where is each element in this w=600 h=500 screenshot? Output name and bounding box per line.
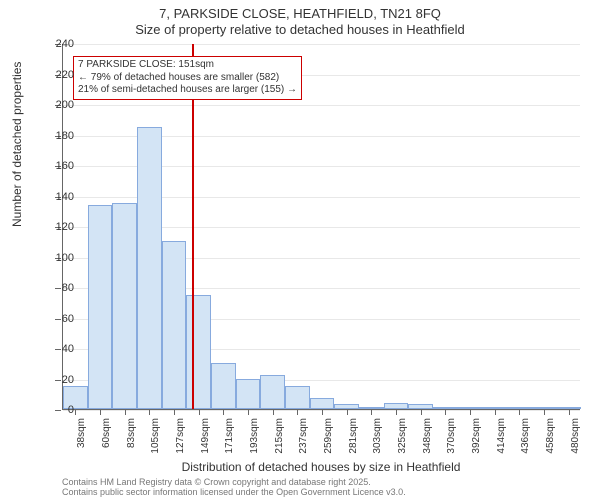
x-tick-label: 348sqm [422,418,433,458]
x-tick-label: 105sqm [150,418,161,458]
x-tick [297,409,298,415]
y-tick [55,410,61,411]
y-tick-label: 240 [56,38,74,50]
x-tick [223,409,224,415]
x-tick-label: 303sqm [372,418,383,458]
plot-area: 7 PARKSIDE CLOSE: 151sqm← 79% of detache… [62,44,580,410]
x-tick [470,409,471,415]
x-tick [125,409,126,415]
x-tick-label: 193sqm [249,418,260,458]
x-tick [445,409,446,415]
x-tick [569,409,570,415]
y-tick [55,380,61,381]
x-tick [174,409,175,415]
grid-line [63,105,580,106]
x-axis-label: Distribution of detached houses by size … [62,460,580,474]
histogram-bar [186,295,211,409]
x-tick-label: 259sqm [323,418,334,458]
histogram-bar [112,203,137,409]
x-tick [75,409,76,415]
footer-line2: Contains public sector information licen… [62,488,406,498]
x-tick-label: 414sqm [496,418,507,458]
y-tick-label: 100 [56,252,74,264]
chart-title-line2: Size of property relative to detached ho… [0,22,600,37]
x-tick-label: 281sqm [348,418,359,458]
x-tick-label: 237sqm [298,418,309,458]
histogram-bar [88,205,113,409]
y-tick [55,288,61,289]
histogram-bar [211,363,236,409]
y-tick-label: 140 [56,191,74,203]
x-tick-label: 480sqm [570,418,581,458]
y-tick [55,319,61,320]
x-tick-label: 171sqm [224,418,235,458]
y-axis-label: Number of detached properties [10,62,24,227]
y-tick [55,349,61,350]
x-tick [495,409,496,415]
annotation-box: 7 PARKSIDE CLOSE: 151sqm← 79% of detache… [73,56,302,100]
histogram-bar [63,386,88,409]
histogram-bar [236,379,261,410]
x-tick [544,409,545,415]
y-tick-label: 60 [62,313,74,325]
y-tick-label: 180 [56,130,74,142]
histogram-bar [310,398,335,409]
x-tick-label: 458sqm [545,418,556,458]
grid-line [63,44,580,45]
x-tick-label: 127sqm [175,418,186,458]
x-tick-label: 436sqm [520,418,531,458]
x-tick [396,409,397,415]
x-tick [273,409,274,415]
histogram-bar [162,241,187,409]
histogram-bar [285,386,310,409]
annotation-line3: 21% of semi-detached houses are larger (… [78,84,297,97]
x-tick-label: 149sqm [200,418,211,458]
x-tick-label: 370sqm [446,418,457,458]
y-tick-label: 160 [56,160,74,172]
y-tick-label: 200 [56,99,74,111]
annotation-line1: 7 PARKSIDE CLOSE: 151sqm [78,59,297,72]
x-tick [248,409,249,415]
x-tick-label: 392sqm [471,418,482,458]
chart-title-line1: 7, PARKSIDE CLOSE, HEATHFIELD, TN21 8FQ [0,6,600,21]
chart-footer: Contains HM Land Registry data © Crown c… [62,478,406,498]
x-tick [100,409,101,415]
x-tick [371,409,372,415]
annotation-line2: ← 79% of detached houses are smaller (58… [78,72,297,85]
y-tick-label: 220 [56,69,74,81]
x-tick [322,409,323,415]
x-tick-label: 38sqm [76,418,87,458]
y-tick-label: 120 [56,221,74,233]
x-tick [199,409,200,415]
x-tick-label: 215sqm [274,418,285,458]
x-tick [149,409,150,415]
histogram-bar [137,127,162,409]
y-tick-label: 40 [62,343,74,355]
x-tick [519,409,520,415]
y-tick-label: 0 [68,404,74,416]
x-tick-label: 60sqm [101,418,112,458]
x-tick [347,409,348,415]
y-tick-label: 80 [62,282,74,294]
y-tick-label: 20 [62,374,74,386]
x-tick [421,409,422,415]
histogram-chart: 7, PARKSIDE CLOSE, HEATHFIELD, TN21 8FQ … [0,0,600,500]
x-tick-label: 83sqm [126,418,137,458]
x-tick-label: 325sqm [397,418,408,458]
histogram-bar [260,375,285,409]
